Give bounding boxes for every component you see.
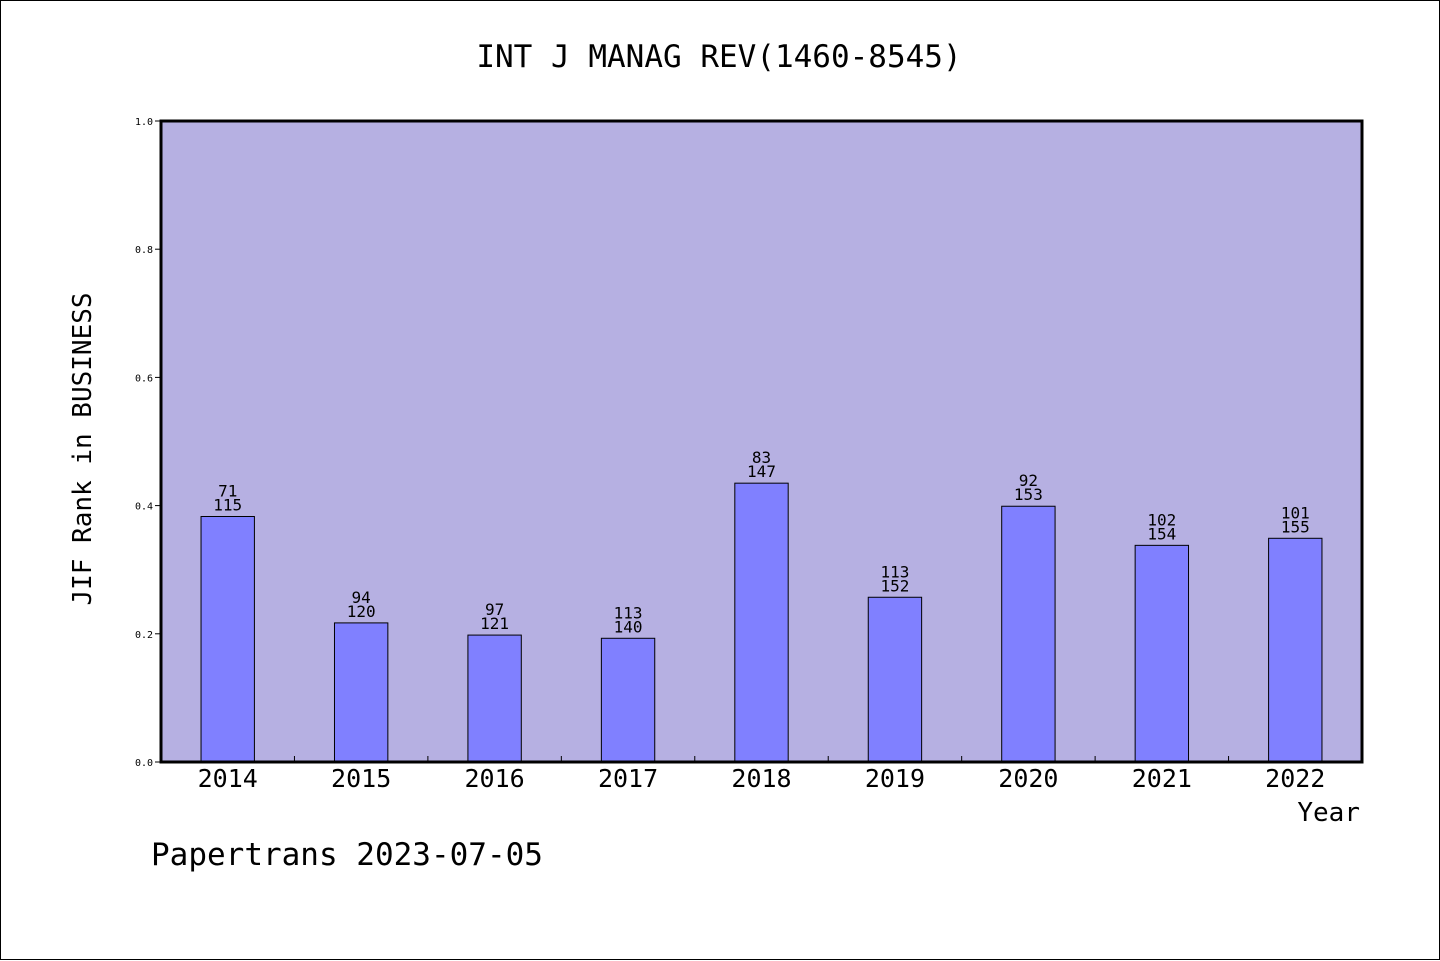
y-tick-label: 0.8 [135,245,153,256]
y-axis: 0.0 0.2 0.4 0.6 0.8 1.0 [135,117,161,769]
y-tick-label: 1.0 [135,117,153,128]
plot-border [159,119,1364,764]
bar-rank-label: 83 [752,448,771,467]
bar-total-label: 140 [614,617,643,636]
chart-title: INT J MANAG REV(1460-8545) [476,39,961,75]
bar-total-label: 155 [1281,517,1310,536]
x-tick-label: 2022 [1265,764,1325,793]
x-axis-label: Year [1297,798,1360,828]
x-tick-label: 2021 [1132,764,1192,793]
bar-rank-label: 101 [1281,503,1310,522]
x-tick-label: 2017 [598,764,658,793]
bar-total-label: 152 [880,576,909,595]
x-axis: 2014 2015 2016 2017 2018 2019 2020 2021 2022 [198,756,1325,793]
bar [467,634,522,763]
footer-credit: Papertrans 2023-07-05 [151,837,543,873]
bar-rank-label: 102 [1147,510,1176,529]
bar-rank-label: 94 [352,588,371,607]
x-tick-label: 2019 [865,764,925,793]
bar-total-label: 120 [347,602,376,621]
bar-total-label: 153 [1014,485,1043,504]
y-axis-label: JIF Rank in BUSINESS [68,292,98,605]
bar-total-label: 154 [1147,524,1176,543]
y-tick-label: 0.2 [135,630,153,641]
bar [1268,537,1323,763]
bar [333,622,389,763]
bar-total-label: 115 [213,495,242,514]
bar-rank-label: 113 [880,562,909,581]
x-tick-label: 2014 [198,764,258,793]
x-tick-label: 2020 [998,764,1058,793]
bar-rank-label: 113 [614,603,643,622]
bar-rank-label: 71 [218,481,237,500]
bar [200,515,255,763]
bar-rank-label: 92 [1019,471,1038,490]
bar [600,637,656,763]
y-tick-label: 0.6 [135,373,153,384]
bar [734,482,789,763]
bar-rank-label: 97 [485,600,504,619]
bar [1001,505,1056,763]
y-tick-label: 0.4 [135,502,153,513]
x-tick-label: 2018 [731,764,791,793]
bar-total-label: 147 [747,462,776,481]
bar [1134,544,1190,763]
y-tick-label: 0.0 [135,758,153,769]
x-tick-label: 2016 [465,764,525,793]
bar-total-label: 121 [480,614,509,633]
x-tick-label: 2015 [331,764,391,793]
bar [867,596,923,763]
